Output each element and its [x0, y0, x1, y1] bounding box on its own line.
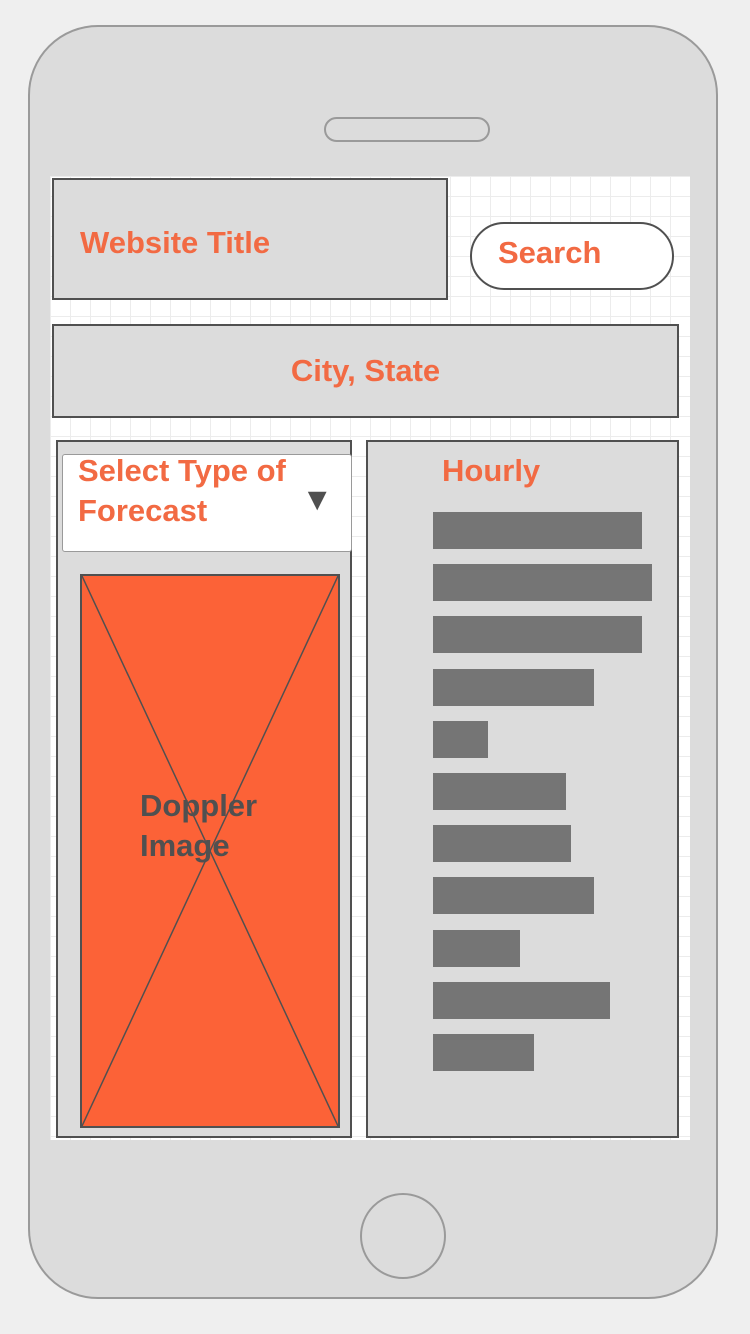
hourly-bar: [433, 564, 652, 602]
doppler-image-placeholder: Doppler Image: [80, 574, 340, 1128]
hourly-bar: [433, 512, 642, 549]
hourly-bar: [433, 772, 566, 810]
hourly-bar: [433, 616, 642, 654]
hourly-bar: [433, 877, 594, 915]
forecast-type-select[interactable]: Select Type of Forecast ▼: [62, 453, 352, 552]
doppler-caption: Doppler Image: [140, 788, 258, 863]
image-placeholder-cross-icon: [82, 576, 338, 1126]
hourly-panel: Hourly: [366, 440, 679, 1138]
website-title: Website Title: [80, 225, 271, 260]
hourly-bar: [433, 668, 594, 706]
hourly-bar: [433, 1033, 534, 1071]
triangle-down-icon[interactable]: ▼: [301, 481, 333, 517]
hourly-bar: [433, 825, 571, 863]
phone-screen: Website Title Search City, State Select …: [50, 176, 690, 1140]
search-button[interactable]: Search: [470, 222, 674, 290]
hourly-bar: [433, 981, 610, 1019]
hourly-bar: [433, 720, 488, 758]
forecast-panel: Select Type of Forecast ▼ Doppler Image: [56, 440, 352, 1138]
phone-speaker: [324, 117, 490, 142]
search-button-label: Search: [498, 235, 602, 270]
hourly-label: Hourly: [442, 453, 541, 488]
forecast-type-label: Select Type of Forecast: [78, 453, 286, 528]
home-button[interactable]: [360, 1193, 446, 1279]
website-title-box: Website Title: [52, 178, 448, 300]
city-state-label: City, State: [290, 353, 441, 388]
hourly-bars: [433, 512, 663, 1086]
hourly-bar: [433, 929, 520, 967]
city-state-field[interactable]: City, State: [52, 324, 679, 418]
